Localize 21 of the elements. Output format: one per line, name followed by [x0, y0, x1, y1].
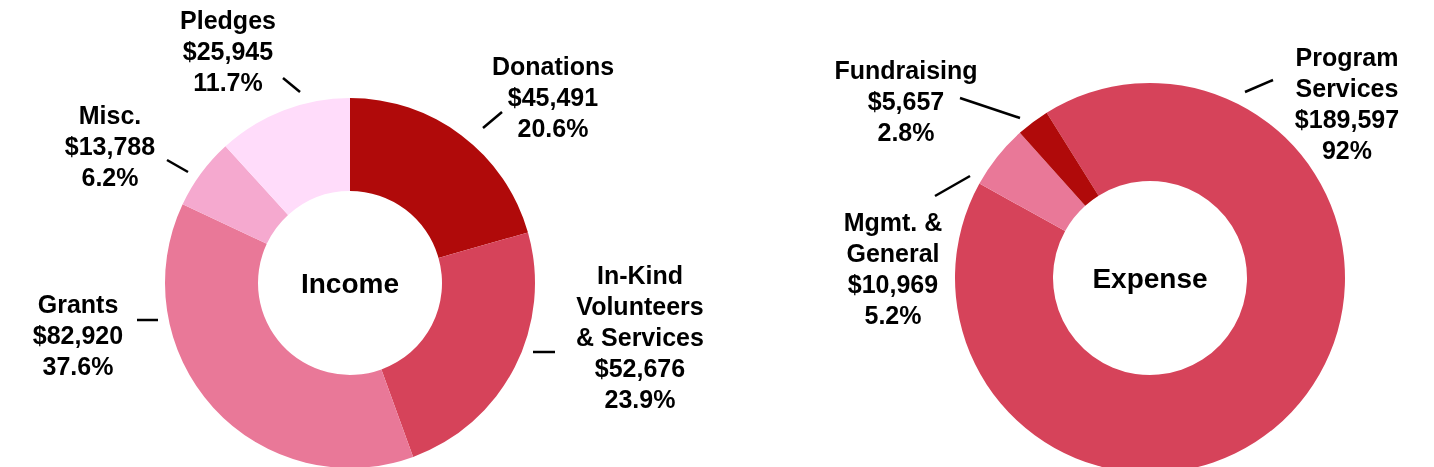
data-label: $52,676 23.9%	[594, 353, 686, 413]
slice-label: Grants	[37, 289, 119, 318]
data-label: $13,788 6.2%	[64, 131, 156, 191]
data-label: $25,945 11.7%	[182, 36, 274, 96]
data-label: $82,920 37.6%	[32, 320, 124, 380]
slice-label: Mgmt. & General	[843, 207, 943, 267]
text: Expense	[1092, 262, 1208, 294]
slice-label: Program Services	[1295, 42, 1399, 102]
slice-label: Misc.	[78, 100, 142, 129]
slice-label: Donations	[491, 51, 615, 80]
donut-slice	[182, 146, 289, 244]
data-label: $189,597 92%	[1294, 104, 1400, 164]
text: Income	[300, 267, 400, 299]
data-label: $45,491 20.6%	[507, 82, 599, 142]
data-label: $10,969 5.2%	[847, 269, 939, 329]
donut-slice	[165, 204, 414, 467]
data-label: $5,657 2.8%	[867, 86, 945, 146]
slice-label: Pledges	[180, 5, 276, 34]
donut-slice	[225, 98, 350, 215]
slice-label: In-Kind Volunteers & Services	[576, 260, 704, 351]
slice-label: Fundraising	[834, 55, 978, 84]
